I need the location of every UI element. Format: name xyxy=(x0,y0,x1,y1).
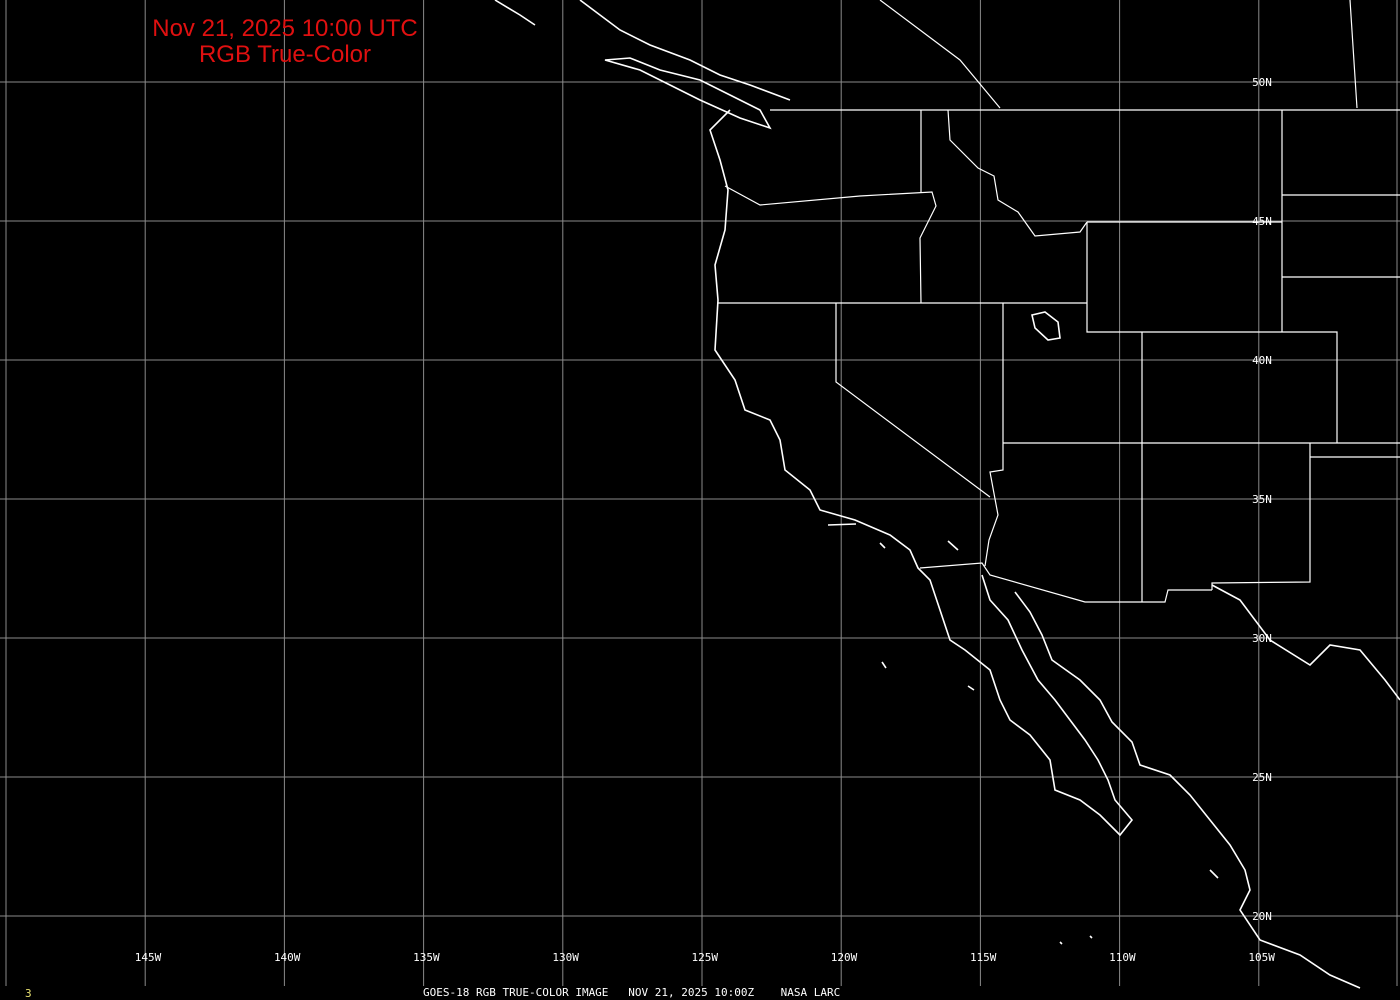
latitude-label: 25N xyxy=(1252,771,1272,784)
title-date: Nov 21, 2025 10:00 UTC xyxy=(152,15,418,42)
canada-interior xyxy=(879,0,1358,109)
nevada-borders xyxy=(984,303,1004,567)
bc-coast xyxy=(494,0,791,101)
four-corners-lines xyxy=(1003,332,1400,602)
longitude-label: 145W xyxy=(135,951,162,964)
longitude-label: 120W xyxy=(831,951,858,964)
latitude-label: 20N xyxy=(1252,910,1272,923)
mexico-mainland-coast xyxy=(1014,591,1361,989)
longitude-label: 130W xyxy=(552,951,579,964)
state-borders xyxy=(718,0,1400,603)
latitude-label: 35N xyxy=(1252,493,1272,506)
channel-islands xyxy=(827,523,959,551)
latitude-label: 50N xyxy=(1252,76,1272,89)
longitude-labels: 145W 140W 135W 130W 125W 120W 115W 110W 105W xyxy=(135,951,1275,964)
frame-number: 3 xyxy=(25,987,32,1000)
latitude-label: 40N xyxy=(1252,354,1272,367)
longitude-label: 110W xyxy=(1109,951,1136,964)
pacific-coast xyxy=(709,109,1134,837)
california-nevada-border xyxy=(835,303,991,498)
great-salt-lake xyxy=(1031,311,1061,341)
latitude-label: 45N xyxy=(1252,215,1272,228)
longitude-label: 140W xyxy=(274,951,301,964)
wyoming-borders xyxy=(1086,221,1338,443)
longitude-label: 135W xyxy=(413,951,440,964)
us-mexico-border xyxy=(919,562,1212,603)
longitude-label: 125W xyxy=(692,951,719,964)
wa-or-border xyxy=(724,185,937,304)
latitude-labels: 50N 45N 40N 35N 30N 25N 20N xyxy=(1252,76,1272,923)
gulf-of-mexico-coast xyxy=(1211,584,1400,701)
islands xyxy=(881,661,1219,945)
coastlines xyxy=(494,0,1400,989)
vancouver-island xyxy=(604,57,772,130)
longitude-label: 115W xyxy=(970,951,997,964)
longitude-label: 105W xyxy=(1248,951,1275,964)
title-product: RGB True-Color xyxy=(198,41,372,68)
montana-east-border xyxy=(1281,110,1400,332)
latitude-label: 30N xyxy=(1252,632,1272,645)
idaho-montana-border xyxy=(947,109,1088,237)
footer-caption: GOES-18 RGB TRUE-COLOR IMAGE NOV 21, 202… xyxy=(423,986,841,999)
